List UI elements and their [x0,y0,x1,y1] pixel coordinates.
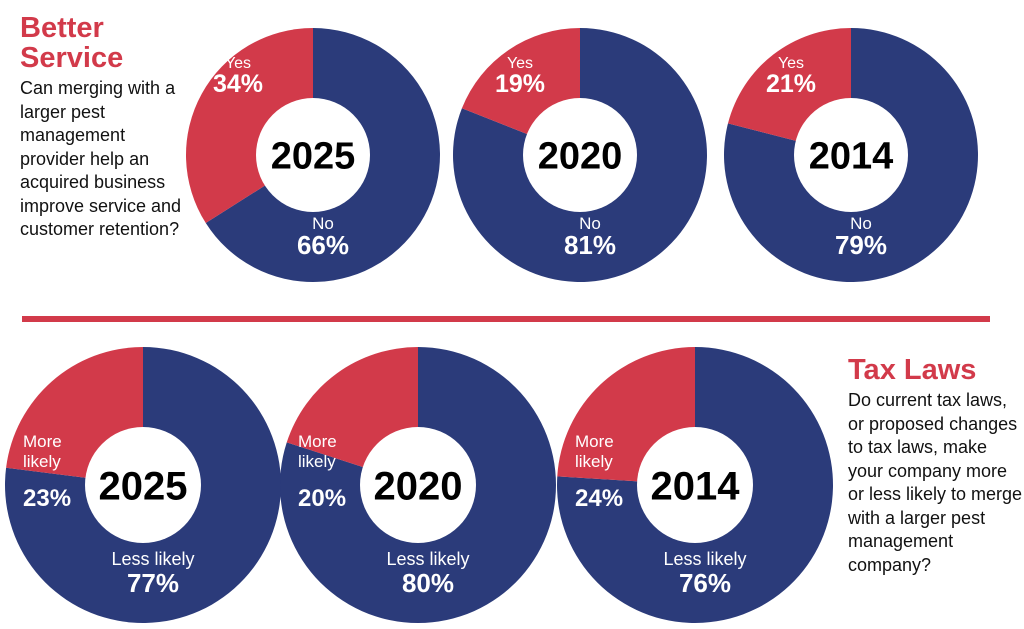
year-label: 2020 [538,136,623,178]
slice-label-category: likely [575,452,613,471]
slice-label-value: 24% [575,485,623,512]
slice-label-category: More [23,432,62,451]
section-title-better-service: Better Service [20,13,200,73]
donut-hole [85,427,201,543]
slice-label-value: 77% [127,568,179,598]
slice-label-category: No [579,214,601,233]
donut-hole [523,98,637,212]
slice-label-category: likely [298,452,336,471]
section-title-tax-laws: Tax Laws [848,354,977,386]
slice-label-value: 23% [23,485,71,512]
slice-label-value: 66% [297,230,349,260]
question-tax-laws: Do current tax laws, or proposed changes… [848,390,1023,575]
slice-label-value: 80% [402,568,454,598]
year-label: 2020 [374,464,463,508]
question-better-service: Can merging with a larger pest managemen… [20,78,182,239]
slice-label-category: More [298,432,337,451]
section-title-line1: Better [20,12,104,44]
donut-hole [794,98,908,212]
slice-label-value: 19% [495,70,545,98]
slice-label-category: Less likely [663,549,746,569]
slice-label-category: Yes [507,55,533,72]
slice-label-category: Less likely [111,549,194,569]
year-label: 2014 [651,464,741,508]
slice-label-value: 79% [835,230,887,260]
slice-label-value: 34% [213,70,263,98]
section-divider [22,316,990,322]
slice-label-category: No [850,214,872,233]
donut-hole [256,98,370,212]
year-label: 2025 [271,136,356,178]
slice-label-category: Yes [225,55,251,72]
year-label: 2014 [809,136,894,178]
section-title-line2: Service [20,42,124,74]
year-label: 2025 [99,464,188,508]
slice-label-category: Less likely [386,549,469,569]
donut-hole [360,427,476,543]
slice-label-category: Yes [778,55,804,72]
slice-label-value: 81% [564,230,616,260]
slice-label-value: 76% [679,568,731,598]
slice-label-category: No [312,214,334,233]
donut-hole [637,427,753,543]
slice-label-category: likely [23,452,61,471]
slice-label-category: More [575,432,614,451]
slice-label-value: 20% [298,485,346,512]
slice-label-value: 21% [766,70,816,98]
